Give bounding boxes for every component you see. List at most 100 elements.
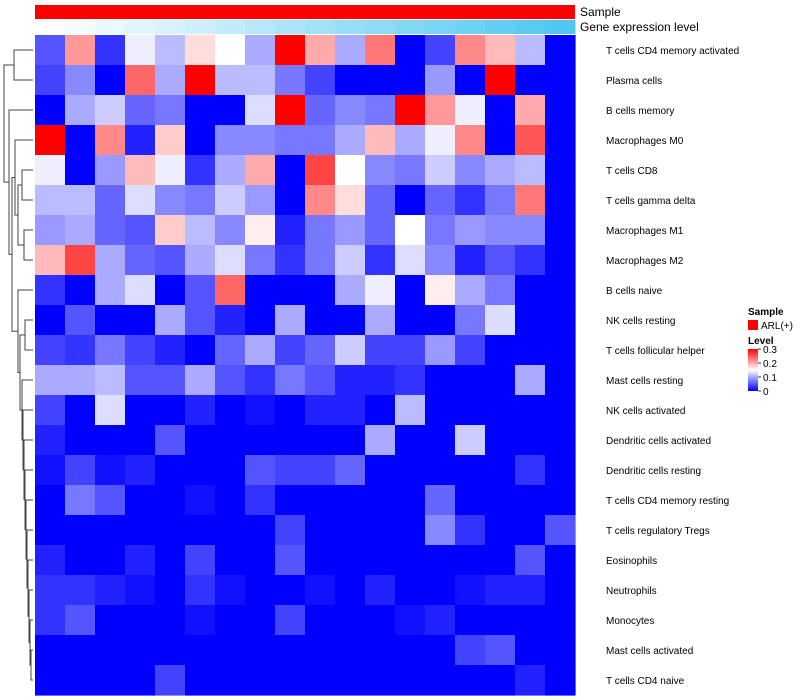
heatmap-cell xyxy=(95,125,126,156)
heatmap-cell xyxy=(275,215,306,246)
heatmap-cell xyxy=(185,545,216,576)
heatmap-cell xyxy=(485,515,516,546)
heatmap-cell xyxy=(155,545,186,576)
heatmap-cell xyxy=(245,305,276,336)
heatmap-cell xyxy=(155,335,186,366)
heatmap-cell xyxy=(275,665,306,696)
heatmap-cell xyxy=(215,545,246,576)
heatmap-cell xyxy=(365,605,396,636)
heatmap-cell xyxy=(455,485,486,516)
heatmap-cell xyxy=(185,185,216,216)
heatmap-cell xyxy=(95,275,126,306)
heatmap-cell xyxy=(515,605,546,636)
heatmap-cell xyxy=(485,635,516,666)
heatmap-cell xyxy=(245,665,276,696)
heatmap-cell xyxy=(395,335,426,366)
heatmap-cell xyxy=(365,515,396,546)
heatmap-cell xyxy=(215,275,246,306)
heatmap-cell xyxy=(215,215,246,246)
heatmap-cell xyxy=(65,185,96,216)
heatmap-cell xyxy=(35,95,66,126)
gene-annotation-label: Gene expression level xyxy=(580,20,699,34)
heatmap-cell xyxy=(545,35,576,66)
heatmap-cell xyxy=(515,275,546,306)
dendrogram-branch xyxy=(8,109,33,255)
heatmap-cell xyxy=(35,515,66,546)
heatmap-cell xyxy=(335,245,366,276)
heatmap-cell xyxy=(245,35,276,66)
heatmap-cell xyxy=(335,515,366,546)
heatmap-cell xyxy=(485,335,516,366)
legend-level-title: Level xyxy=(748,336,774,347)
heatmap-cell xyxy=(35,485,66,516)
gene-annotation-cell xyxy=(65,20,96,34)
heatmap-cell xyxy=(485,65,516,96)
heatmap-cell xyxy=(185,245,216,276)
row-dendrogram xyxy=(3,49,33,681)
heatmap-cell xyxy=(245,245,276,276)
heatmap-cell xyxy=(245,395,276,426)
heatmap-cell xyxy=(125,635,156,666)
heatmap-cell xyxy=(65,665,96,696)
gene-annotation-cell xyxy=(125,20,156,34)
heatmap-cell xyxy=(335,455,366,486)
heatmap-cell xyxy=(305,125,336,156)
heatmap-cell xyxy=(395,485,426,516)
heatmap-cell xyxy=(125,65,156,96)
heatmap-cell xyxy=(515,485,546,516)
heatmap-cell xyxy=(365,155,396,186)
heatmap-cell xyxy=(245,545,276,576)
heatmap-cell xyxy=(185,35,216,66)
heatmap-cell xyxy=(275,245,306,276)
heatmap-cell xyxy=(515,545,546,576)
heatmap-cell xyxy=(455,305,486,336)
heatmap-cell xyxy=(245,275,276,306)
row-label: Plasma cells xyxy=(606,76,662,87)
heatmap-cell xyxy=(545,275,576,306)
heatmap-cell xyxy=(485,575,516,606)
heatmap-cell xyxy=(485,365,516,396)
heatmap-cell xyxy=(455,515,486,546)
heatmap-cell xyxy=(65,95,96,126)
row-label: B cells naive xyxy=(606,286,663,297)
heatmap-cell xyxy=(275,305,306,336)
heatmap-cell xyxy=(365,35,396,66)
heatmap-cell xyxy=(425,575,456,606)
heatmap-cell xyxy=(155,65,186,96)
heatmap-cell xyxy=(245,335,276,366)
heatmap-cell xyxy=(335,185,366,216)
heatmap-cell xyxy=(305,635,336,666)
row-label: T cells CD4 naive xyxy=(606,676,685,687)
heatmap-cell xyxy=(335,95,366,126)
heatmap-cell xyxy=(305,185,336,216)
row-label: T cells CD4 memory activated xyxy=(606,46,739,57)
heatmap-cell xyxy=(545,665,576,696)
legend-tick-label: 0.2 xyxy=(763,359,777,370)
heatmap-cell xyxy=(155,605,186,636)
heatmap-cell xyxy=(155,485,186,516)
heatmap-cell xyxy=(545,635,576,666)
heatmap-cell xyxy=(275,545,306,576)
heatmap-cell xyxy=(215,605,246,636)
heatmap-cell xyxy=(65,365,96,396)
heatmap-cell xyxy=(65,455,96,486)
heatmap-cell xyxy=(65,575,96,606)
row-labels: T cells CD4 memory activated Plasma cells… xyxy=(606,46,739,687)
heatmap-cell xyxy=(335,545,366,576)
heatmap-cell xyxy=(425,605,456,636)
heatmap-cell xyxy=(185,665,216,696)
heatmap-cell xyxy=(305,665,336,696)
heatmap-cell xyxy=(425,65,456,96)
heatmap-cell xyxy=(275,425,306,456)
heatmap-cell xyxy=(365,455,396,486)
heatmap-cell xyxy=(485,545,516,576)
heatmap-cell xyxy=(95,365,126,396)
gene-annotation-cell xyxy=(335,20,366,34)
gene-annotation-cell xyxy=(425,20,456,34)
heatmap-cell xyxy=(455,365,486,396)
heatmap-cell xyxy=(215,635,246,666)
heatmap-cell xyxy=(95,95,126,126)
heatmap-cell xyxy=(275,455,306,486)
heatmap-cell xyxy=(455,575,486,606)
heatmap-cell xyxy=(485,185,516,216)
